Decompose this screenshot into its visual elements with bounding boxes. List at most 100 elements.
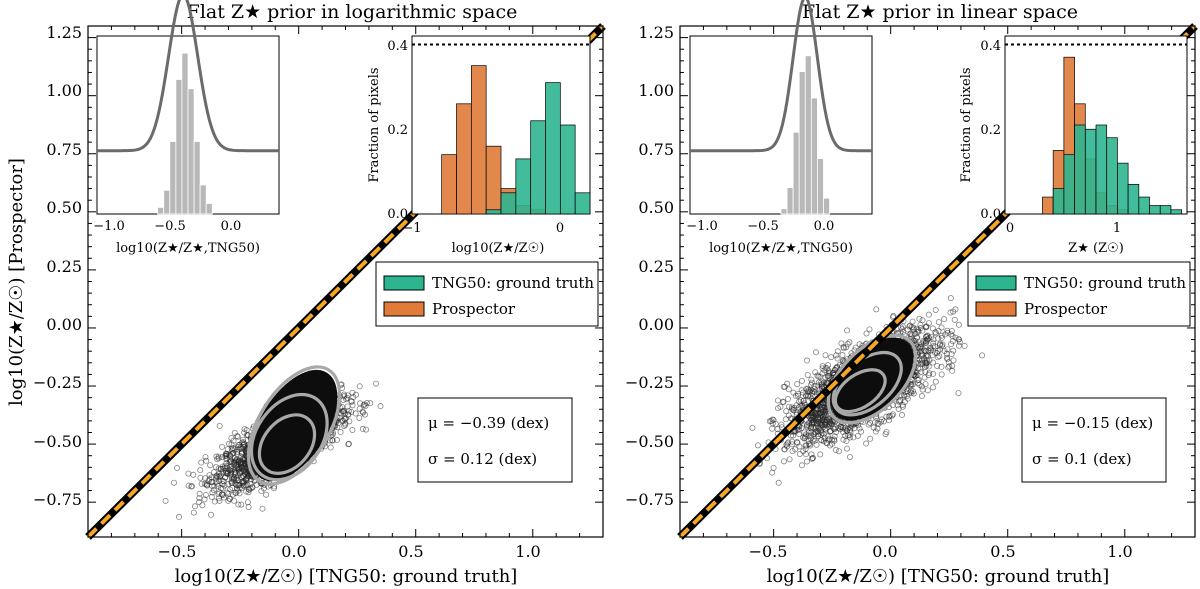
- scatter-point: [352, 391, 359, 398]
- scatter-point: [950, 357, 957, 364]
- scatter-point: [203, 457, 210, 464]
- x-tick-label: 0.0: [281, 542, 306, 561]
- scatter-point: [240, 442, 247, 449]
- scatter-point: [345, 411, 352, 418]
- scatter-point: [840, 357, 847, 364]
- scatter-point: [944, 327, 951, 334]
- x-tick-label: −0.5: [749, 542, 788, 561]
- tng50-bar: [1074, 124, 1086, 215]
- scatter-point: [777, 403, 784, 410]
- scatter-point: [890, 312, 897, 319]
- scatter-point: [878, 416, 885, 423]
- residual-histogram: [97, 0, 279, 215]
- y-tick-label: −0.50: [625, 432, 674, 451]
- scatter-point: [231, 446, 238, 453]
- residual-bar: [193, 141, 201, 215]
- scatter-point: [202, 475, 209, 482]
- scatter-point: [915, 365, 922, 372]
- scatter-point: [786, 456, 793, 463]
- scatter-point: [356, 383, 363, 390]
- scatter-point: [234, 433, 241, 440]
- scatter-point: [863, 440, 870, 447]
- scatter-point: [916, 356, 923, 363]
- scatter-point: [930, 370, 937, 377]
- scatter-point: [923, 323, 930, 330]
- scatter-point: [225, 490, 232, 497]
- scatter-point: [220, 478, 227, 485]
- scatter-point: [190, 471, 197, 478]
- scatter-point: [341, 422, 348, 429]
- scatter-point: [769, 416, 776, 423]
- y-tick-label: 0.00: [638, 315, 674, 334]
- scatter-point: [774, 397, 781, 404]
- scatter-point: [899, 402, 906, 409]
- scatter-point: [798, 377, 805, 384]
- scatter-point: [258, 488, 265, 495]
- scatter-point: [956, 342, 963, 349]
- scatter-point: [201, 496, 208, 503]
- scatter-point: [778, 421, 785, 428]
- scatter-point: [238, 464, 245, 471]
- fraction-x-tick: 0: [1006, 221, 1014, 236]
- scatter-point: [197, 474, 204, 481]
- x-axis-label: log10(Z★/Z☉) [TNG50: ground truth]: [767, 566, 1110, 587]
- scatter-point: [866, 326, 873, 333]
- density-contour: [257, 413, 317, 475]
- scatter-point: [212, 464, 219, 471]
- scatter-point: [175, 513, 182, 520]
- scatter-point: [270, 485, 277, 492]
- y-tick-label: 1.25: [638, 23, 674, 42]
- scatter-point: [809, 379, 816, 386]
- scatter-point: [749, 424, 756, 431]
- scatter-point: [227, 465, 234, 472]
- scatter-point: [906, 323, 913, 330]
- scatter-point: [824, 433, 831, 440]
- scatter-point: [928, 333, 935, 340]
- scatter-point: [198, 459, 205, 466]
- scatter-point: [817, 414, 824, 421]
- stats-sigma: σ = 0.1 (dex): [1032, 450, 1132, 468]
- residual-x-tick: 0.0: [221, 219, 242, 234]
- scatter-point: [897, 397, 904, 404]
- scatter-point: [794, 439, 801, 446]
- scatter-point: [934, 362, 941, 369]
- scatter-point: [886, 412, 893, 419]
- scatter-point: [944, 346, 951, 353]
- scatter-point: [955, 336, 962, 343]
- fraction-y-tick: 0.4: [387, 39, 408, 54]
- legend-label: TNG50: ground truth: [432, 274, 594, 292]
- scatter-point: [794, 381, 801, 388]
- scatter-point: [240, 463, 247, 470]
- tng50-bar: [515, 158, 532, 215]
- scatter-point: [809, 437, 816, 444]
- scatter-point: [950, 347, 957, 354]
- scatter-point: [208, 478, 215, 485]
- scatter-point: [943, 354, 950, 361]
- panel-logarithmic-prior: Flat Z★ prior in logarithmic space −0.5 …: [6, 0, 606, 587]
- y-axis-label: log10(Z★/Z☉) [Prospector]: [6, 158, 27, 406]
- scatter-point: [907, 330, 914, 337]
- scatter-point: [809, 455, 816, 462]
- scatter-point: [882, 431, 889, 438]
- density-core: [830, 337, 914, 421]
- scatter-point: [979, 352, 986, 359]
- scatter-point: [842, 426, 849, 433]
- scatter-point: [914, 334, 921, 341]
- legend: TNG50: ground truth Prospector: [967, 261, 1191, 327]
- scatter-point: [870, 424, 877, 431]
- scatter-point: [174, 465, 181, 472]
- scatter-point: [779, 398, 786, 405]
- scatter-point: [227, 486, 234, 493]
- scatter-point: [822, 374, 829, 381]
- scatter-point: [784, 396, 791, 403]
- scatter-point: [246, 486, 253, 493]
- x-tick-label: 0.5: [990, 542, 1015, 561]
- scatter-point: [846, 453, 853, 460]
- residual-x-tick: −1.0: [686, 219, 718, 234]
- scatter-point: [814, 428, 821, 435]
- scatter-point: [852, 344, 859, 351]
- main-axes-ticks: [87, 26, 604, 537]
- fraction-y-tick: 0.2: [387, 123, 408, 138]
- x-tick-label: 1.0: [515, 542, 540, 561]
